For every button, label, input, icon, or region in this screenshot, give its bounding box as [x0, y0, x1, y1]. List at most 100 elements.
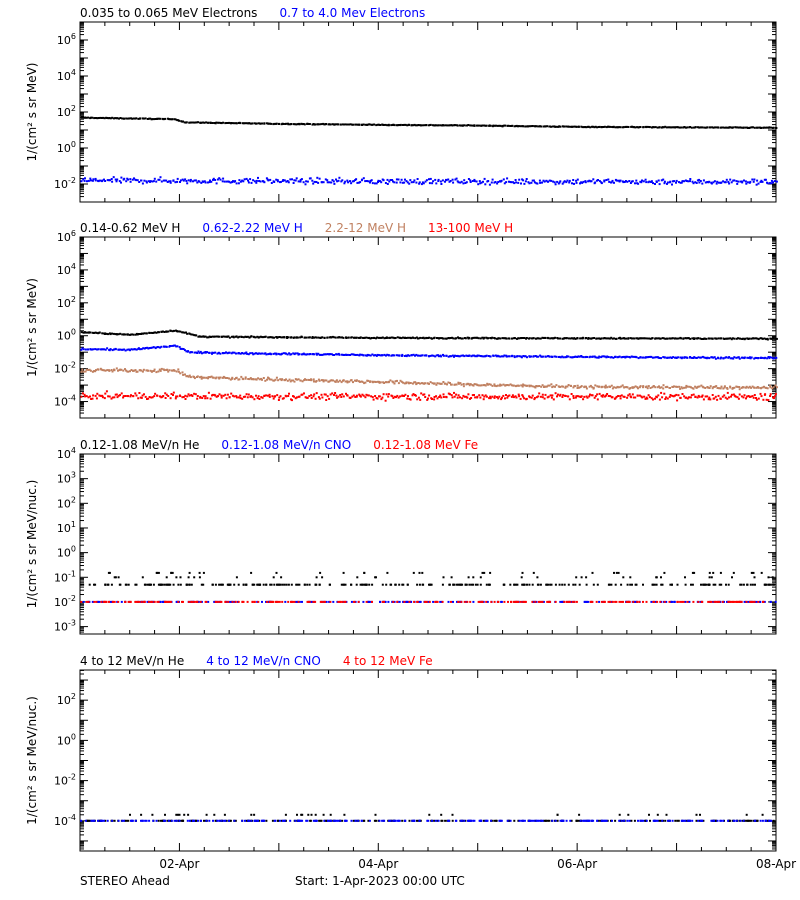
data-point	[170, 571, 173, 574]
data-point	[436, 382, 439, 385]
data-point	[600, 600, 603, 603]
data-point	[352, 394, 355, 397]
data-point	[87, 179, 90, 182]
data-point	[111, 370, 114, 373]
data-point	[335, 394, 338, 397]
data-point	[626, 396, 629, 399]
data-point	[367, 379, 370, 382]
data-point	[359, 336, 362, 339]
data-point	[307, 600, 310, 603]
data-point	[184, 398, 187, 400]
data-point	[207, 600, 210, 603]
data-point	[381, 354, 384, 357]
data-point	[513, 583, 516, 586]
data-point	[711, 356, 714, 359]
data-point	[429, 177, 432, 180]
y-tick-label: 102	[57, 295, 76, 310]
data-point	[147, 347, 150, 350]
data-point	[293, 600, 296, 603]
data-point	[546, 600, 549, 603]
data-point	[589, 384, 592, 387]
data-point	[82, 600, 85, 603]
data-point	[169, 118, 172, 121]
data-point	[695, 337, 698, 340]
data-point	[92, 178, 95, 181]
data-point	[660, 179, 663, 182]
data-point	[336, 353, 339, 356]
data-point	[111, 600, 114, 603]
data-point	[375, 337, 377, 340]
data-point	[620, 385, 623, 388]
data-point	[610, 181, 613, 184]
data-point	[768, 357, 771, 360]
data-point	[399, 395, 402, 398]
data-point	[717, 337, 720, 340]
data-point	[362, 354, 365, 357]
data-point	[737, 397, 740, 400]
data-point	[129, 349, 131, 352]
data-point	[640, 181, 643, 184]
data-point	[304, 183, 307, 186]
data-point	[127, 583, 130, 586]
data-point	[267, 336, 270, 339]
data-point	[479, 396, 482, 399]
data-point	[764, 356, 767, 359]
data-point	[541, 393, 544, 396]
data-point	[108, 369, 111, 372]
data-point	[638, 386, 641, 389]
data-point	[175, 395, 178, 398]
data-point	[504, 397, 506, 400]
data-point	[328, 583, 331, 586]
data-point	[120, 600, 123, 603]
data-point	[285, 180, 288, 183]
data-point	[462, 383, 465, 385]
data-point	[460, 354, 463, 357]
data-point	[153, 177, 156, 180]
data-point	[516, 355, 519, 358]
data-point	[167, 600, 170, 603]
data-point	[516, 600, 519, 603]
data-point	[632, 396, 635, 399]
data-point	[710, 182, 713, 185]
data-point	[370, 179, 373, 182]
data-point	[755, 600, 758, 603]
legend-entry: 0.14-0.62 MeV H	[80, 221, 180, 235]
data-point	[238, 378, 241, 381]
data-point	[522, 355, 525, 357]
data-point	[183, 121, 186, 124]
data-point	[184, 373, 186, 376]
data-point	[173, 344, 176, 347]
data-point	[262, 336, 265, 339]
data-point	[607, 125, 610, 128]
data-point	[322, 353, 325, 356]
data-point	[166, 600, 169, 603]
data-point	[440, 396, 443, 399]
data-point	[699, 337, 702, 340]
data-point	[221, 583, 224, 586]
data-point	[423, 124, 426, 127]
data-point	[271, 600, 274, 603]
data-point	[153, 600, 156, 603]
data-point	[422, 393, 425, 396]
data-point	[569, 337, 572, 340]
data-point	[446, 383, 448, 386]
data-point	[611, 126, 614, 128]
data-point	[607, 395, 610, 397]
data-point	[626, 386, 629, 389]
data-point	[169, 329, 172, 332]
data-point	[698, 385, 701, 388]
data-point	[568, 600, 571, 603]
data-point	[723, 385, 726, 388]
data-point	[359, 353, 362, 356]
data-point	[598, 125, 601, 128]
data-point	[127, 600, 130, 603]
data-point	[399, 181, 402, 184]
data-point	[290, 336, 293, 339]
data-point	[506, 396, 509, 399]
data-point	[264, 352, 267, 355]
data-point	[728, 396, 730, 399]
data-point	[574, 125, 577, 128]
data-point	[686, 356, 689, 359]
data-point	[763, 126, 766, 129]
data-point	[116, 333, 119, 336]
